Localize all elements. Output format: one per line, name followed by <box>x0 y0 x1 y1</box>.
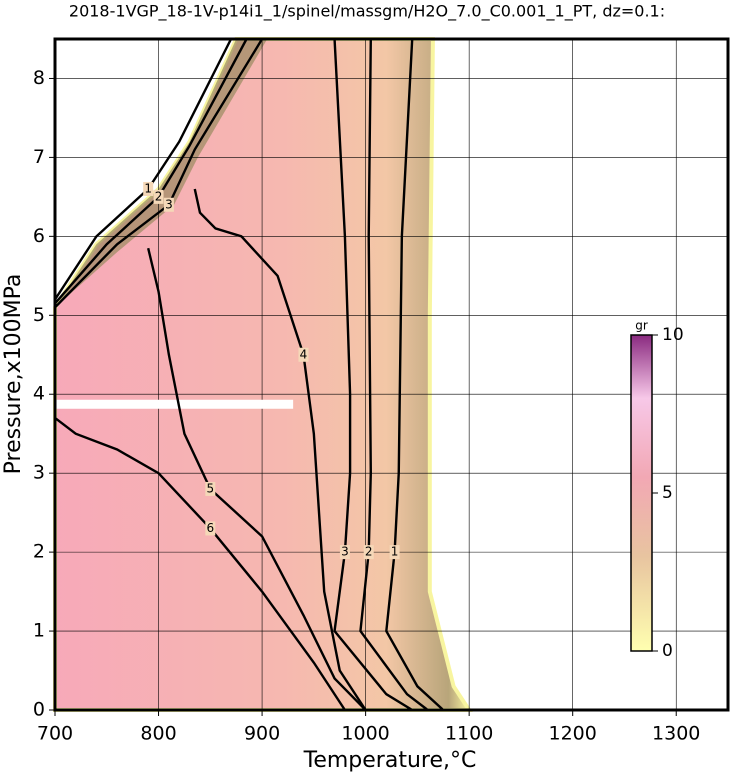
contour-label: 5 <box>206 481 214 495</box>
contour-label-bg <box>298 347 309 362</box>
white-bar <box>55 399 294 409</box>
contour-line <box>54 416 346 711</box>
contour-label-bg <box>143 181 154 196</box>
contour-label: 6 <box>206 521 214 535</box>
y-tick-label: 3 <box>33 462 45 484</box>
y-tick-label: 4 <box>33 383 45 405</box>
x-axis-label: Temperature,°C <box>303 748 477 773</box>
contour-label-bg <box>389 545 400 560</box>
contour-label: 3 <box>165 197 173 211</box>
x-tick-label: 900 <box>244 723 280 745</box>
contour-label-bg <box>363 545 374 560</box>
contour-label: 2 <box>365 545 373 559</box>
contour-label-bg <box>205 481 216 496</box>
y-tick-label: 0 <box>33 699 45 721</box>
colorbar-tick-label: 0 <box>662 641 673 661</box>
contour-label: 1 <box>144 181 152 195</box>
x-tick-label: 700 <box>37 723 73 745</box>
contour-label-bg <box>163 197 174 212</box>
contour-label-bg <box>339 545 350 560</box>
y-axis-label: Pressure,x100MPa <box>1 274 26 475</box>
y-tick-label: 5 <box>33 304 45 326</box>
contour-label-bg <box>205 521 216 536</box>
contour-label-bg <box>153 189 164 204</box>
colorbar-label: gr <box>635 319 648 333</box>
x-tick-label: 1000 <box>341 723 389 745</box>
x-tick-label: 1300 <box>652 723 700 745</box>
y-tick-label: 7 <box>33 146 45 168</box>
y-tick-label: 6 <box>33 225 45 247</box>
y-tick-label: 8 <box>33 67 45 89</box>
contour-label: 2 <box>155 189 163 203</box>
dark-band <box>55 39 268 308</box>
x-tick-label: 800 <box>140 723 176 745</box>
y-tick-label: 2 <box>33 541 45 563</box>
chart-title: 2018-1VGP_18-1V-p14i1_1/spinel/massgm/H2… <box>69 2 665 22</box>
contour-label: 1 <box>391 545 399 559</box>
x-tick-label: 1200 <box>549 723 597 745</box>
x-tick-label: 1100 <box>445 723 493 745</box>
frame <box>53 37 730 712</box>
contour-line <box>333 38 413 712</box>
y-tick-label: 1 <box>33 620 45 642</box>
colorbar-tick-label: 5 <box>662 483 673 503</box>
colorbar-tick-label: 10 <box>662 325 684 345</box>
contour-label: 3 <box>341 545 349 559</box>
colorbar <box>630 334 653 652</box>
contour-label: 4 <box>300 347 308 361</box>
